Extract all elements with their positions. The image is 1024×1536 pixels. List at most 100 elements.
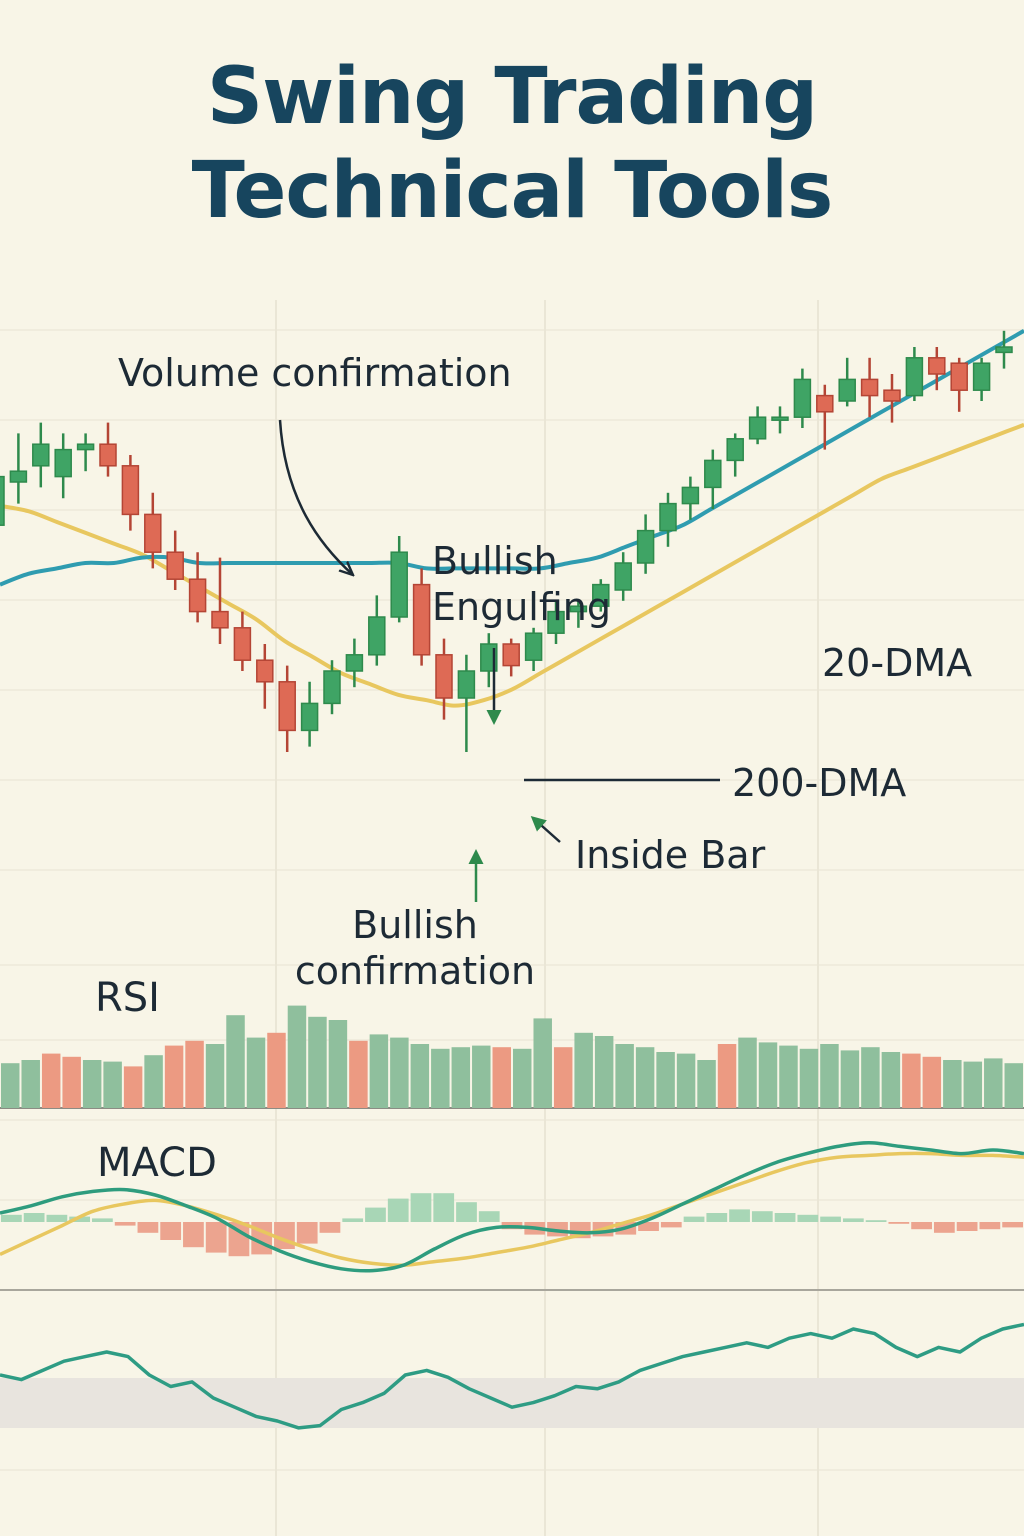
candle-body: [905, 357, 924, 397]
macd-histogram-bar-12: [274, 1222, 295, 1249]
volume-bar-33: [676, 1053, 696, 1108]
macd-histogram-bar-19: [433, 1193, 455, 1222]
bullish-confirmation-label: Bullish confirmation: [290, 902, 540, 995]
candle-21: [457, 654, 476, 752]
candle-17: [368, 595, 386, 666]
candle-body: [860, 378, 879, 397]
candle-6: [121, 455, 140, 531]
volume-bar-5: [103, 1061, 122, 1108]
volume-bar-48: [984, 1058, 1003, 1108]
candle-12: [256, 644, 274, 709]
macd-histogram-bar-16: [365, 1207, 386, 1222]
macd-panel: [0, 1141, 1024, 1273]
candle-30: [659, 492, 677, 547]
volume-bar-18: [369, 1034, 389, 1108]
candle-14: [300, 681, 319, 747]
candle-40: [883, 374, 901, 423]
candle-27: [592, 579, 610, 612]
bullish-confirmation-line-2: confirmation: [294, 949, 536, 994]
volume-arrow: [278, 419, 353, 575]
candle-body: [681, 486, 700, 505]
inside-bar-arrow: [530, 816, 561, 843]
candle-26: [569, 600, 588, 628]
candle-18: [390, 536, 408, 623]
macd-histogram-bar-40: [911, 1222, 932, 1230]
candle-body: [636, 529, 655, 564]
candle-44: [972, 357, 991, 401]
volume-bar-7: [144, 1055, 163, 1108]
candle-body: [435, 654, 453, 699]
candle-42: [928, 347, 946, 391]
macd-signal-line: [0, 1151, 1024, 1268]
candle-20: [435, 638, 453, 720]
macd-histogram-bar-43: [979, 1222, 1001, 1230]
candle-45: [995, 330, 1013, 369]
volume-bar-16: [328, 1020, 348, 1108]
volume-bar-39: [799, 1048, 819, 1108]
macd-histogram-bar-31: [706, 1213, 728, 1222]
volume-bar-10: [205, 1044, 225, 1108]
candle-body: [950, 362, 968, 391]
volume-bar-46: [943, 1060, 962, 1108]
candle-1: [9, 433, 28, 504]
candle-body: [883, 389, 901, 402]
candle-29: [636, 514, 655, 574]
volume-bar-25: [513, 1048, 532, 1108]
candle-19: [412, 568, 431, 666]
volume-bar-32: [656, 1052, 675, 1108]
macd-histogram-bar-20: [456, 1202, 477, 1222]
volume-bar-22: [451, 1047, 471, 1108]
macd-histogram-bar-6: [137, 1222, 159, 1233]
candle-body: [76, 443, 95, 451]
candle-9: [188, 552, 207, 623]
macd-histogram-bar-39: [888, 1222, 910, 1224]
oscillator-panel: [0, 1322, 1024, 1430]
macd-histogram-bar-0: [1, 1214, 22, 1222]
annotation-arrows: [278, 419, 720, 902]
candle-body: [748, 416, 767, 440]
macd-histogram-bar-35: [797, 1214, 819, 1222]
candle-13: [278, 665, 296, 752]
macd-histogram-bar-13: [296, 1222, 318, 1244]
macd-histogram-bar-28: [638, 1222, 659, 1231]
volume-bar-31: [635, 1047, 655, 1108]
candle-body: [300, 702, 319, 732]
candle-2: [32, 422, 50, 488]
candle-body: [457, 670, 476, 699]
volume-bar-41: [840, 1050, 860, 1108]
candle-body: [32, 443, 50, 467]
macd-histogram-bar-21: [478, 1211, 500, 1222]
macd-histogram-bar-34: [774, 1213, 796, 1222]
candle-23: [502, 638, 520, 677]
candlesticks: [0, 330, 1013, 752]
volume-bar-13: [267, 1032, 286, 1108]
candle-body: [323, 670, 341, 705]
candle-39: [860, 357, 879, 418]
macd-histogram-bar-7: [160, 1222, 182, 1240]
volume-bar-47: [963, 1061, 983, 1108]
candle-body: [502, 643, 520, 667]
macd-histogram-bar-18: [410, 1193, 432, 1222]
candle-38: [838, 357, 856, 407]
candle-body: [592, 583, 610, 607]
candle-body: [524, 632, 543, 661]
candle-body: [0, 475, 5, 526]
candle-31: [681, 476, 700, 520]
volume-bar-4: [82, 1060, 102, 1108]
volume-bar-42: [861, 1047, 880, 1108]
candle-body: [793, 378, 812, 418]
volume-bar-35: [717, 1044, 737, 1108]
oscillator-line: [0, 1322, 1024, 1430]
volume-bar-29: [594, 1036, 614, 1108]
macd-histogram-bar-44: [1002, 1222, 1023, 1228]
volume-bar-8: [164, 1045, 184, 1108]
candle-body: [233, 627, 252, 661]
volume-bar-3: [62, 1056, 81, 1108]
bullish-engulfing-label: Bullish Engulfing: [432, 538, 611, 631]
candle-15: [323, 660, 341, 715]
candle-body: [547, 610, 565, 634]
volume-bar-9: [185, 1040, 204, 1108]
candle-body: [569, 605, 588, 613]
volume-bar-28: [574, 1032, 593, 1108]
bullish-confirmation-line-1: Bullish: [352, 903, 478, 947]
